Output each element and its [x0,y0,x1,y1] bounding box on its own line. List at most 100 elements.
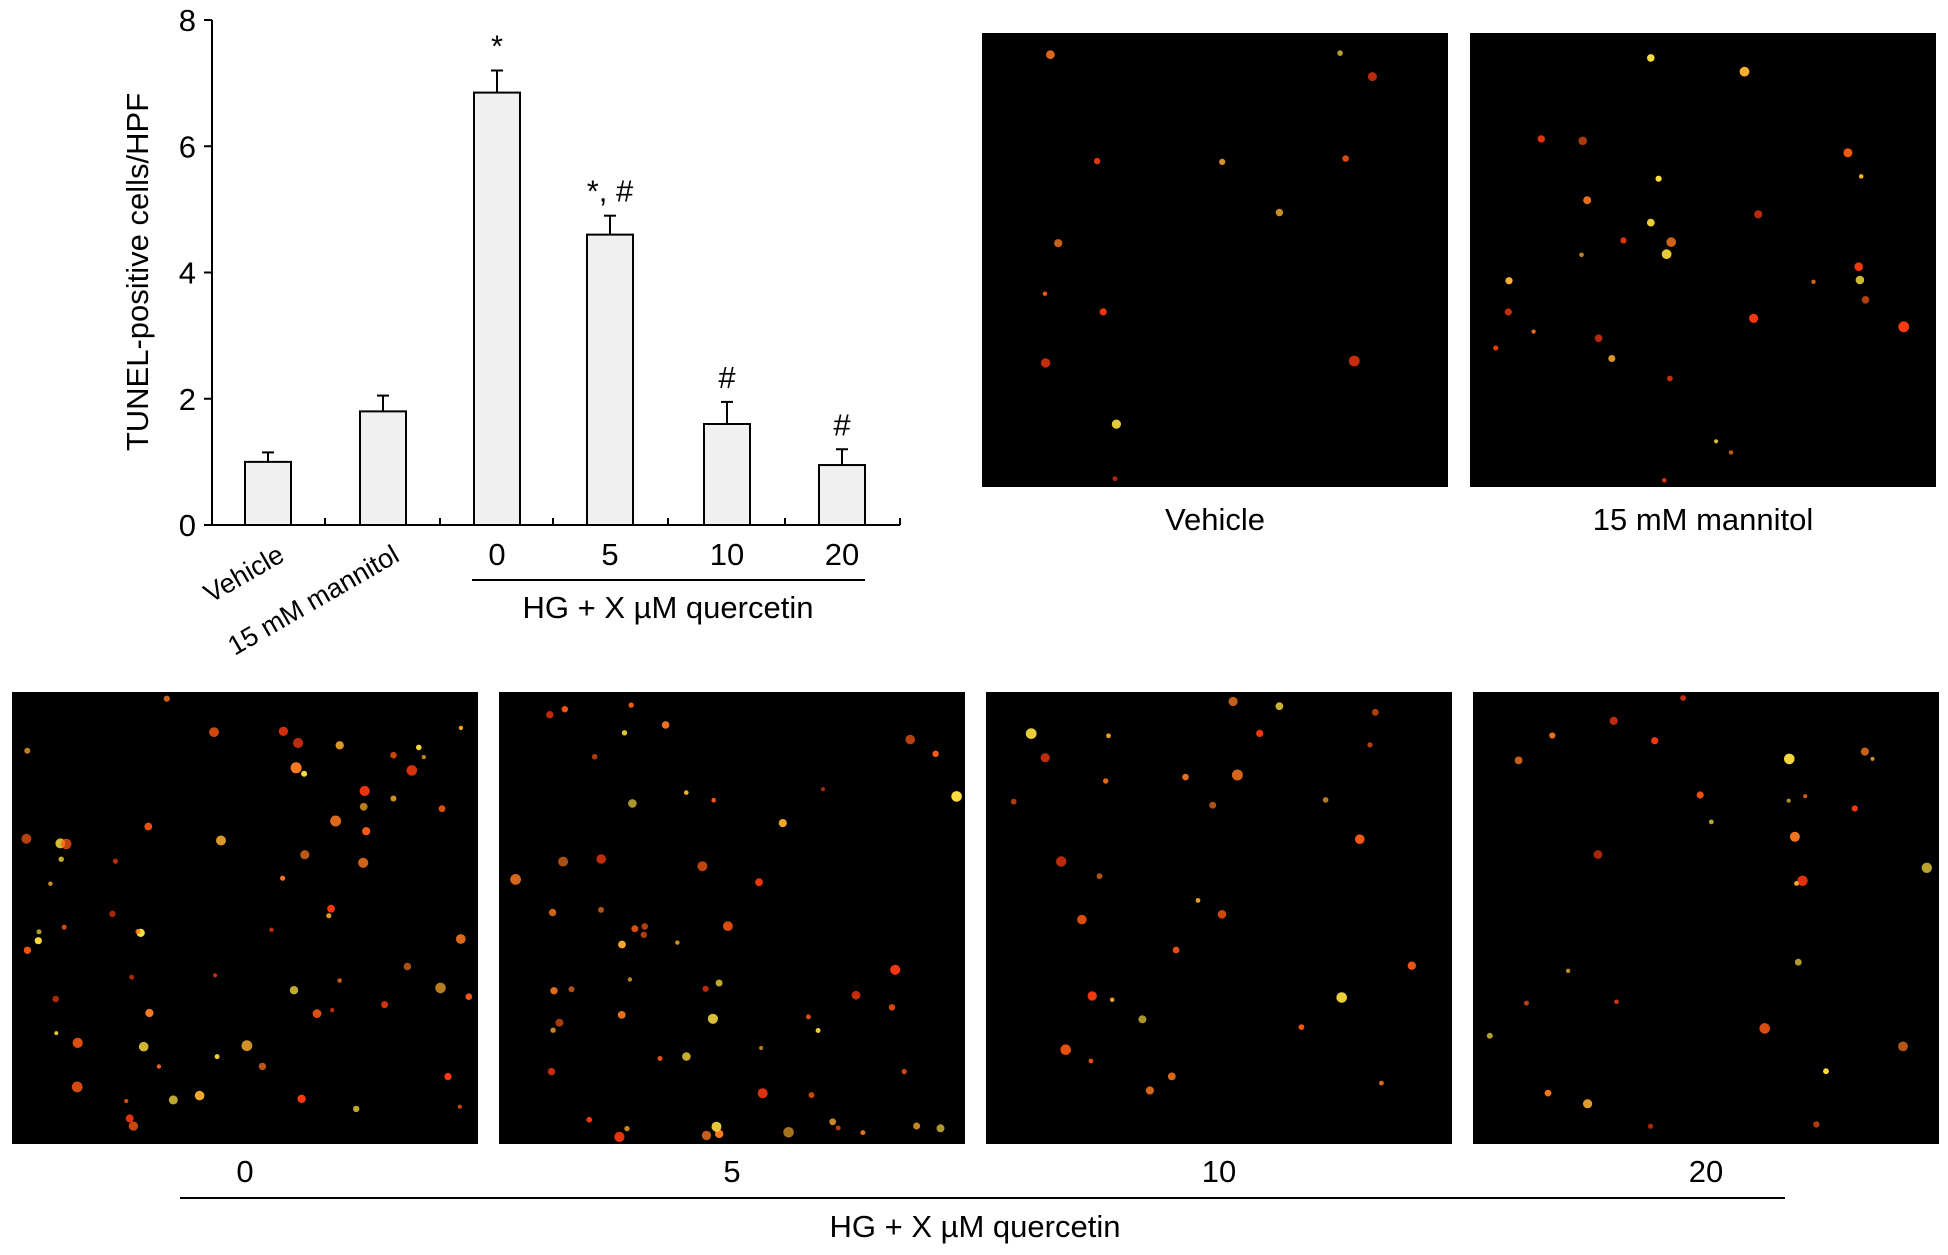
x-category-label: 0 [488,537,505,572]
fluorescent-cell-spot [168,1095,178,1105]
fluorescent-cell-spot [1060,1044,1071,1055]
fluorescent-cell-spot [145,1008,154,1018]
fluorescent-cell-spot [258,1062,267,1071]
micrograph-background [1470,33,1936,487]
bar [473,91,521,526]
fluorescent-cell-spot [829,1118,837,1126]
y-tick-label: 2 [179,382,196,417]
fluorescent-cell-spot [54,1031,59,1036]
fluorescent-cell-spot [1322,797,1329,803]
fluorescent-cell-spot [1803,794,1808,799]
fluorescent-cell-spot [1921,862,1933,873]
fluorescent-cell-spot [326,913,332,919]
micrograph-background [986,692,1452,1144]
fluorescent-cell-spot [125,1114,134,1123]
fluorescent-cell-spot [1195,898,1201,903]
fluorescent-cell-spot [596,854,606,864]
fluorescent-cell-spot [1106,733,1111,739]
fluorescent-cell-spot [697,861,708,872]
fluorescent-cell-spot [860,1130,866,1136]
bars: * *, # # # [244,29,901,526]
fluorescent-cell-spot [1662,478,1667,483]
micrograph-background [499,692,965,1144]
fluorescent-cell-spot [1696,791,1704,799]
significance-label: # [833,407,851,442]
fluorescent-cell-spot [1493,345,1499,351]
fluorescent-cell-spot [835,1125,841,1131]
y-ticks: 0 2 4 6 8 [179,3,212,543]
micrograph-background [982,33,1448,487]
fluorescent-cell-spot [71,1081,83,1093]
fluorescent-cell-spot [548,908,557,917]
fluorescent-cell-spot [1096,873,1103,880]
fluorescent-cell-spot [21,833,32,844]
fluorescent-cell-spot [1794,881,1799,886]
fluorescent-cell-spot [278,726,289,736]
fluorescent-cell-spot [1514,756,1523,765]
fluorescent-cell-spot [1042,291,1048,296]
y-tick-label: 6 [179,129,196,164]
fluorescent-cell-spot [901,1068,907,1075]
fluorescent-cell-spot [905,734,915,745]
fluorescent-cell-spot [337,978,342,983]
fluorescent-cell-spot [631,925,639,933]
fluorescent-cell-spot [715,1129,724,1139]
fluorescent-cell-spot [124,1098,129,1104]
fluorescent-cell-spot [1093,157,1101,165]
fluorescent-cell-spot [1789,831,1800,842]
fluorescent-cell-spot [1138,1015,1147,1024]
fluorescent-cell-spot [1087,991,1097,1001]
fluorescent-cell-spot [591,753,598,760]
fluorescent-cell-spot [403,962,412,971]
fluorescent-cell-spot [290,762,302,774]
fluorescent-cell-spot [561,706,568,713]
fluorescent-cell-spot [335,741,344,750]
fluorescent-cell-spot [216,835,226,846]
fluorescent-cell-spot [1579,252,1584,258]
fluorescent-cell-spot [1565,968,1571,973]
fluorescent-cell-spot [1851,805,1858,812]
fluorescent-cell-spot [1593,850,1603,859]
fluorescent-cell-spot [129,974,135,980]
fluorescent-cell-spot [723,921,733,931]
fluorescent-cell-spot [1583,196,1592,205]
fluorescent-cell-spot [1228,696,1238,707]
fluorescent-cell-spot [1609,716,1618,726]
micrograph-panel [982,33,1448,487]
bar [818,464,866,526]
fluorescent-cell-spot [1337,50,1343,56]
fluorescent-cell-spot [213,973,218,978]
fluorescent-cell-spot [1728,450,1734,455]
fluorescent-cell-spot [1708,819,1714,825]
fluorescent-cell-spot [1298,1024,1305,1030]
fluorescent-cell-spot [682,1052,691,1061]
fluorescent-cell-spot [1040,753,1050,763]
fluorescent-cell-spot [628,702,634,708]
fluorescent-cell-spot [755,878,763,887]
fluorescent-cell-spot [598,906,604,913]
fluorescent-cell-spot [757,1088,768,1099]
fluorescent-cell-spot [36,929,42,935]
fluorescent-cell-spot [144,822,153,831]
fluorescent-cell-spot [1861,296,1870,304]
x-category-label: 10 [710,537,744,572]
x-category-label: Vehicle [199,539,289,609]
fluorescent-cell-spot [641,923,648,930]
fluorescent-cell-spot [1167,1072,1176,1081]
panel-caption: 10 [1202,1154,1236,1189]
fluorescent-cell-spot [701,1130,712,1141]
fluorescent-cell-spot [1145,1086,1154,1095]
fluorescent-cell-spot [1275,208,1284,217]
fluorescent-cell-spot [675,940,680,945]
fluorescent-cell-spot [1109,997,1115,1003]
fluorescent-cell-spot [457,1104,462,1109]
fluorescent-cell-spot [546,711,554,719]
fluorescent-cell-spot [1336,992,1347,1003]
fluorescent-cell-spot [109,910,116,917]
fluorescent-cell-spot [627,977,633,982]
fluorescent-cell-spot [381,1001,389,1009]
fluorescent-cell-spot [312,1009,322,1018]
significance-label: # [718,360,736,395]
